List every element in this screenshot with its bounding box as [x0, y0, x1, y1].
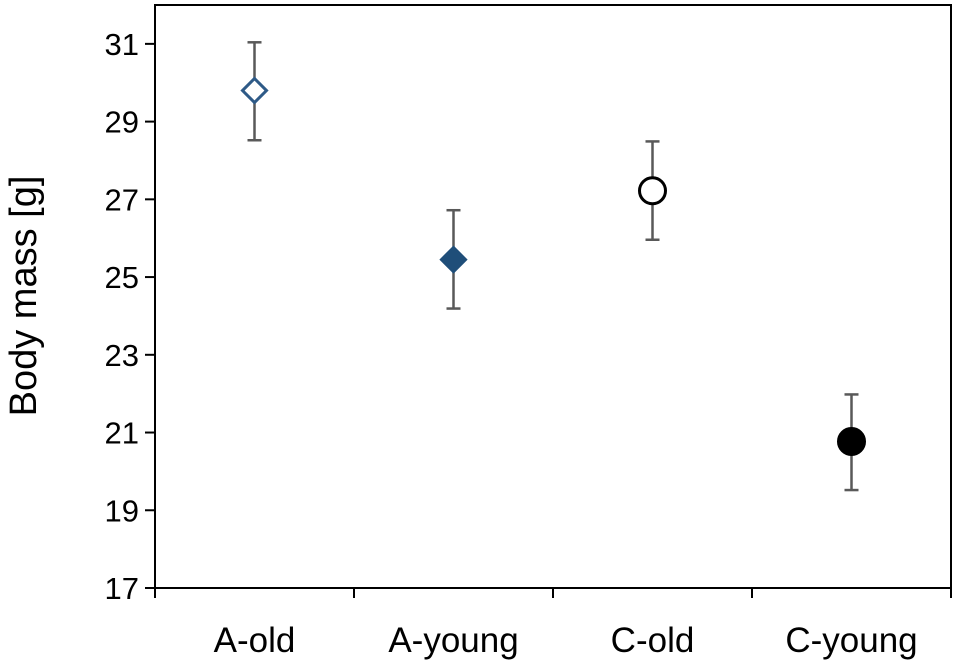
y-tick-label: 27: [105, 182, 139, 217]
x-category-label: A-old: [214, 621, 296, 660]
y-tick-label: 21: [105, 416, 139, 451]
y-axis-title: Body mass [g]: [3, 176, 45, 417]
x-axis: A-old A-young C-old C-young: [154, 588, 952, 660]
x-category-label: C-young: [785, 621, 917, 660]
data-points: [240, 76, 866, 456]
data-point-circle: [837, 426, 866, 456]
data-point-diamond: [439, 245, 468, 274]
data-point-circle: [638, 176, 667, 206]
y-tick-label: 17: [105, 571, 139, 606]
x-category-label: A-young: [388, 621, 518, 660]
y-tick-label: 19: [105, 493, 139, 528]
y-tick-label: 23: [105, 338, 139, 373]
x-category-label: C-old: [611, 621, 695, 660]
plot-area: [154, 4, 952, 589]
y-tick-label: 31: [105, 27, 139, 62]
data-point-diamond: [240, 76, 269, 105]
y-tick-label: 25: [105, 260, 139, 295]
y-axis: 17 19 21 23 25 27 29 31: [105, 27, 155, 606]
y-tick-label: 29: [105, 105, 139, 140]
